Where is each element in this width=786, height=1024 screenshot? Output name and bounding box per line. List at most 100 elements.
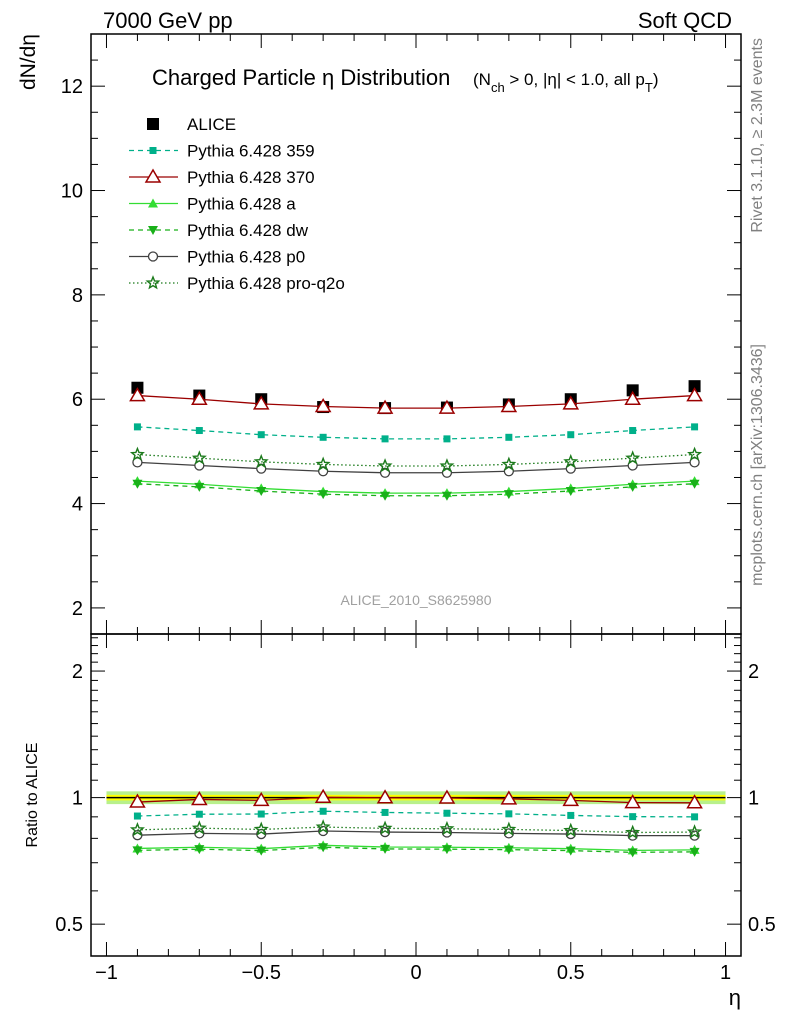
ratio-data-point xyxy=(191,790,208,806)
main-data-point xyxy=(133,423,141,431)
main-data-point xyxy=(377,458,393,473)
main-data-point xyxy=(191,390,208,405)
main-data-point xyxy=(441,491,452,501)
main-plot-axes: 2 4 6 8 10 12 xyxy=(61,33,741,634)
main-data-point xyxy=(194,482,205,492)
main-data-point xyxy=(688,380,701,393)
main-data-point xyxy=(505,433,513,441)
y-axis-label-ratio: Ratio to ALICE xyxy=(24,743,41,848)
main-data-point xyxy=(691,423,699,431)
header-category: Soft QCD xyxy=(638,8,732,33)
x-axis-label: η xyxy=(729,985,741,1010)
ratio-y-tick-label-left: 1 xyxy=(72,788,83,810)
legend-label: Pythia 6.428 dw xyxy=(187,221,309,240)
title-sub-part: > 0, |η| < 1.0, all p xyxy=(505,70,645,89)
legend-label: Pythia 6.428 pro-q2o xyxy=(187,274,345,293)
main-data-point xyxy=(438,399,456,414)
main-data-point xyxy=(562,395,580,410)
ratio-series xyxy=(129,819,703,839)
main-data-point xyxy=(686,387,703,402)
ratio-data-point xyxy=(132,830,143,841)
main-data-point xyxy=(252,395,270,410)
main-plot-series xyxy=(129,380,703,501)
legend-item: Pythia 6.428 pro-q2o xyxy=(129,274,345,293)
ratio-data-point xyxy=(256,846,267,856)
ratio-plot-series xyxy=(129,788,703,858)
ratio-data-point xyxy=(562,791,580,807)
ratio-data-point xyxy=(439,820,455,836)
legend-item: Pythia 6.428 dw xyxy=(129,221,309,240)
ratio-data-point xyxy=(315,819,331,834)
side-text-mcplots: mcplots.cern.ch [arXiv:1306.3436] xyxy=(749,344,766,586)
ratio-data-point xyxy=(505,810,513,818)
ratio-data-point xyxy=(441,845,452,855)
y-tick-label: 12 xyxy=(61,76,83,98)
side-text-rivet: Rivet 3.1.10, ≥ 2.3M events xyxy=(749,38,766,233)
ratio-data-point xyxy=(625,824,641,839)
legend-marker xyxy=(149,147,157,154)
plot-title-main: Charged Particle η Distribution xyxy=(152,65,450,90)
legend-label: Pythia 6.428 370 xyxy=(187,168,315,187)
main-data-point xyxy=(257,431,265,439)
main-plot-panel: 2 4 6 8 10 12 dN/dη Charged Particle η Distri… xyxy=(17,33,742,635)
ratio-data-point xyxy=(318,843,329,853)
ratio-data-point xyxy=(377,820,393,835)
ratio-y-tick-label-left: 2 xyxy=(72,661,83,683)
main-data-point xyxy=(132,479,143,489)
ratio-y-tick-label-right: 1 xyxy=(748,788,759,810)
legend-item: Pythia 6.428 359 xyxy=(129,142,315,161)
main-series-line xyxy=(137,483,695,497)
x-tick-label: 0 xyxy=(410,962,421,984)
main-data-point xyxy=(500,398,518,413)
ratio-series-line xyxy=(137,830,695,837)
ratio-data-point xyxy=(567,811,575,819)
main-series-line xyxy=(137,394,695,409)
main-series xyxy=(132,457,700,478)
ratio-data-point xyxy=(629,813,637,821)
main-data-point xyxy=(256,487,267,497)
main-data-point xyxy=(191,450,207,465)
main-series-line xyxy=(137,426,695,440)
ratio-data-point xyxy=(314,788,332,803)
ratio-data-point xyxy=(194,845,205,855)
ratio-data-point xyxy=(191,820,207,835)
main-series-line xyxy=(137,461,695,474)
title-sub-part: (N xyxy=(473,70,491,89)
ratio-data-point xyxy=(438,789,456,804)
main-series xyxy=(129,446,703,473)
legend-label: ALICE xyxy=(187,115,236,134)
main-data-point xyxy=(195,427,203,435)
ratio-series xyxy=(129,788,703,809)
main-data-point xyxy=(687,446,703,461)
ratio-series-line xyxy=(137,846,695,853)
ratio-series xyxy=(133,807,699,821)
main-series xyxy=(131,380,701,415)
ratio-data-point xyxy=(319,807,327,815)
main-series xyxy=(133,423,699,443)
y-tick-label: 4 xyxy=(72,494,83,516)
ratio-series xyxy=(132,825,700,841)
ratio-y-tick-label-right: 0.5 xyxy=(748,914,776,936)
y-tick-label: 10 xyxy=(61,181,83,203)
ratio-data-point xyxy=(381,808,389,816)
ratio-data-point xyxy=(687,824,703,839)
ratio-data-point xyxy=(129,821,145,837)
legend-marker xyxy=(147,251,159,262)
ratio-data-point xyxy=(503,845,514,855)
ratio-series-line xyxy=(137,810,695,818)
main-series-line xyxy=(137,480,695,494)
header-energy: 7000 GeV pp xyxy=(103,8,233,33)
analysis-tag: ALICE_2010_S8625980 xyxy=(340,592,491,608)
main-series xyxy=(129,387,703,414)
ratio-series xyxy=(132,843,700,858)
legend-marker xyxy=(144,168,162,183)
main-data-point xyxy=(376,399,394,414)
legend-label: Pythia 6.428 a xyxy=(187,195,296,214)
legend: ALICE Pythia 6.428 359 Pythia 6.428 370 Pyt… xyxy=(129,115,345,293)
main-data-point xyxy=(439,458,455,473)
title-sub-subscript-t: T xyxy=(645,80,653,95)
ratio-data-point xyxy=(252,791,270,807)
main-data-point xyxy=(629,427,637,435)
ratio-data-point xyxy=(253,821,269,836)
main-data-point xyxy=(380,491,391,501)
